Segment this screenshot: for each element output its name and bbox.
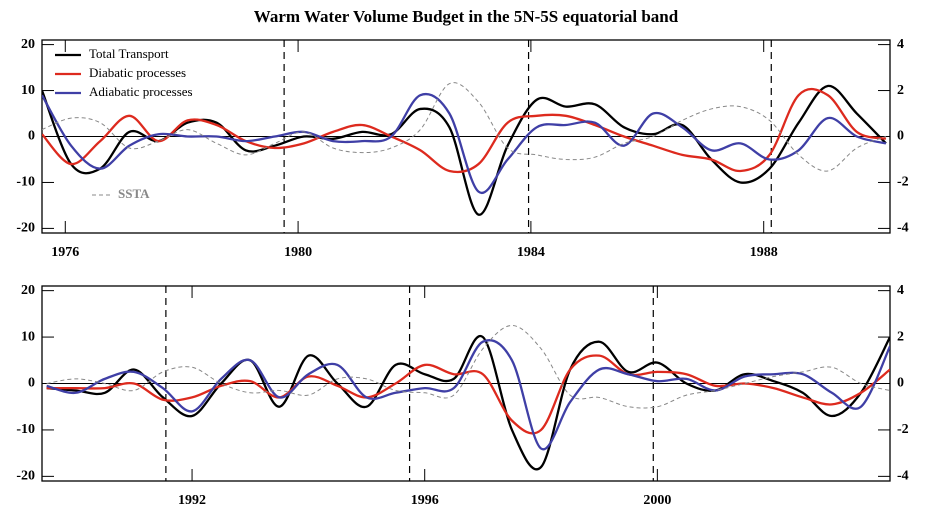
chart-title: Warm Water Volume Budget in the 5N-5S eq…	[254, 7, 679, 26]
y2-tick-label: 0	[897, 129, 904, 144]
y-tick-label: -20	[16, 221, 35, 236]
series-line	[46, 334, 890, 471]
y-tick-label: 0	[28, 376, 35, 391]
legend-label: Diabatic processes	[89, 65, 186, 80]
y-tick-label: -20	[16, 469, 35, 484]
y2-tick-label: -2	[897, 175, 909, 190]
y-tick-label: 10	[21, 83, 35, 98]
legend-label: Total Transport	[89, 46, 169, 61]
x-tick-label: 2000	[643, 493, 671, 508]
y-tick-label: 20	[21, 283, 35, 298]
y2-tick-label: -4	[897, 469, 909, 484]
y2-tick-label: -2	[897, 422, 909, 437]
y-tick-label: 20	[21, 37, 35, 52]
series-line	[46, 324, 890, 409]
series-line	[42, 84, 887, 216]
x-tick-label: 1976	[51, 245, 79, 260]
y-tick-label: 10	[21, 329, 35, 344]
x-tick-label: 1996	[411, 493, 439, 508]
y2-tick-label: 4	[897, 37, 904, 52]
y2-tick-label: 2	[897, 329, 904, 344]
y2-tick-label: 2	[897, 83, 904, 98]
y2-tick-label: -4	[897, 221, 909, 236]
y-tick-label: 0	[28, 129, 35, 144]
y-tick-label: -10	[16, 175, 35, 190]
legend-label: SSTA	[118, 186, 150, 201]
x-tick-label: 1992	[178, 493, 206, 508]
legend-label: Adiabatic processes	[89, 84, 193, 99]
series-line	[46, 339, 890, 451]
x-tick-label: 1988	[750, 245, 778, 260]
x-tick-label: 1980	[284, 245, 312, 260]
series-line	[42, 87, 887, 174]
x-tick-label: 1984	[517, 245, 545, 260]
series-line	[46, 354, 890, 435]
series-line	[42, 92, 887, 195]
y2-tick-label: 0	[897, 376, 904, 391]
y-tick-label: -10	[16, 422, 35, 437]
y2-tick-label: 4	[897, 283, 904, 298]
